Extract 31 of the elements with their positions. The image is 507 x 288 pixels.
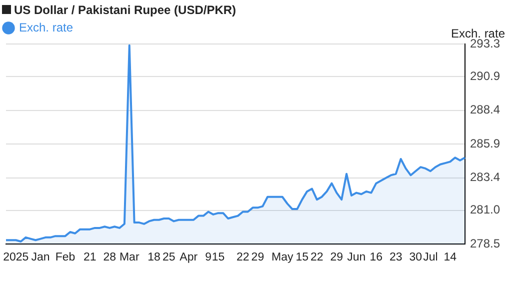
x-tick-label: 15 xyxy=(296,251,309,264)
x-tick-label: 14 xyxy=(444,251,458,264)
x-tick-label: 18 xyxy=(148,251,160,264)
y-tick-label: 278.5 xyxy=(470,236,500,251)
x-tick-label: May xyxy=(272,251,294,264)
x-tick-label: 15 xyxy=(212,251,225,264)
x-tick-label: Jul xyxy=(423,251,438,264)
x-tick-label: 29 xyxy=(330,251,344,264)
x-tick-label: 22 xyxy=(310,251,324,264)
x-tick-label: Apr xyxy=(180,251,198,264)
x-tick-label: 23 xyxy=(389,251,402,264)
y-tick-label: 281.0 xyxy=(470,202,500,217)
x-tick-label: 30 xyxy=(409,251,422,264)
y-tick-label: 288.4 xyxy=(470,102,500,117)
x-tick-label: 16 xyxy=(370,251,383,264)
x-tick-label: Feb xyxy=(55,251,76,264)
x-tick-label: 28 xyxy=(103,251,116,264)
y-tick-label: 285.9 xyxy=(470,136,500,150)
x-tick-label: 9 xyxy=(205,251,212,264)
y-tick-label: 290.9 xyxy=(470,68,500,83)
x-tick-label: Mar xyxy=(119,251,140,264)
chart-title: US Dollar / Pakistani Rupee (USD/PKR) xyxy=(14,3,236,17)
y-tick-label: 283.4 xyxy=(470,170,500,184)
x-tick-label: 2025 xyxy=(3,251,29,264)
legend-label: Exch. rate xyxy=(19,20,74,34)
x-tick-label: 22 xyxy=(236,251,250,264)
x-tick-label: 29 xyxy=(251,251,264,264)
x-tick-label: Jan xyxy=(31,251,50,264)
x-tick-label: 21 xyxy=(84,251,96,264)
x-tick-label: 25 xyxy=(162,251,176,264)
x-tick-label: Jun xyxy=(347,251,366,264)
